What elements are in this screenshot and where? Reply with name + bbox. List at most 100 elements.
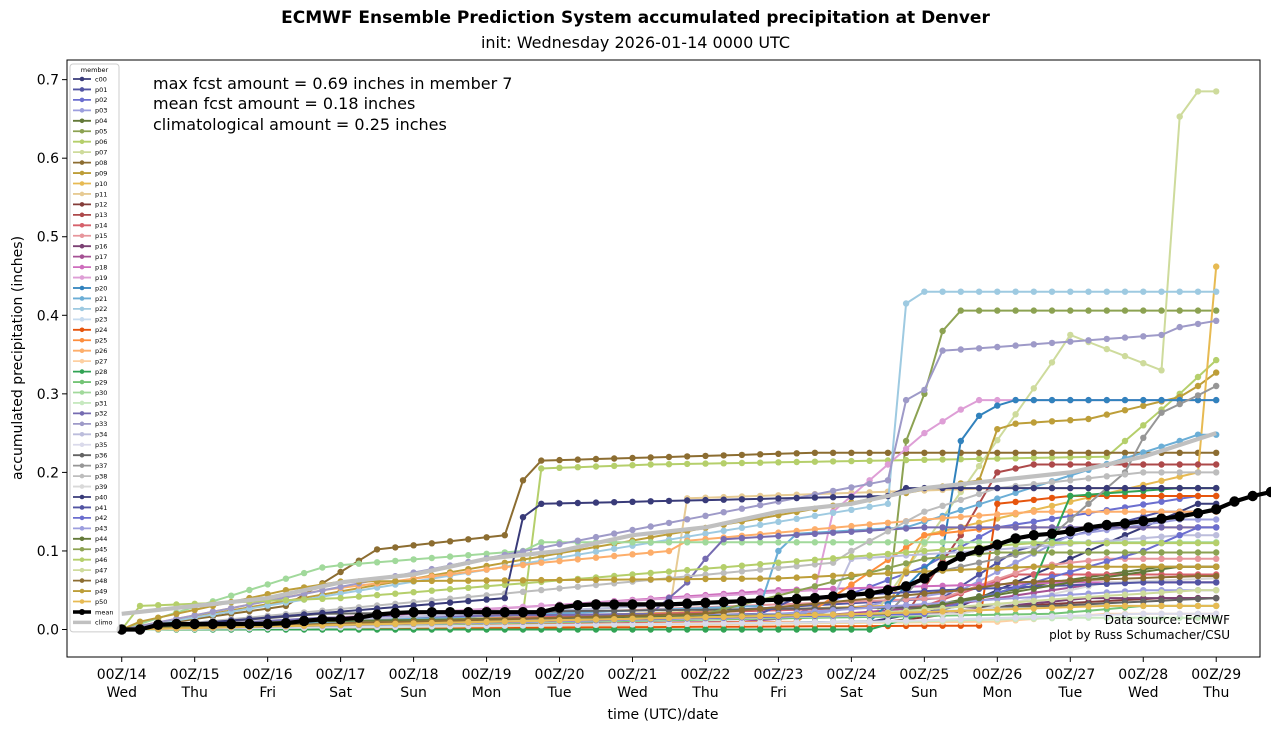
data-point-p22: [1048, 288, 1056, 295]
data-point-p25: [848, 581, 855, 588]
data-point-p44: [1048, 582, 1056, 589]
data-point-p30: [902, 539, 910, 546]
data-point-p20: [1158, 396, 1165, 404]
data-point-p42: [1103, 558, 1111, 565]
data-point-p08: [1213, 449, 1220, 456]
legend-swatch-marker: [79, 108, 85, 113]
data-point-p40: [647, 498, 654, 505]
data-point-p49: [592, 576, 600, 583]
data-point-p45: [1158, 549, 1165, 556]
data-point-p48: [939, 588, 946, 596]
data-point-p48: [1121, 575, 1129, 582]
data-point-p44: [957, 598, 964, 605]
data-point-p06: [702, 460, 709, 467]
data-point-p30: [282, 575, 290, 582]
data-point-p46: [483, 583, 490, 590]
data-point-p30: [337, 561, 344, 569]
data-point-mean: [189, 618, 200, 630]
data-point-p30: [957, 539, 964, 546]
data-point-p49: [191, 606, 198, 614]
data-point-p22: [829, 509, 837, 516]
data-point-p13: [994, 469, 1001, 476]
data-point-p26: [428, 573, 435, 580]
data-point-p06: [757, 459, 764, 466]
data-point-p08: [647, 454, 654, 461]
data-point-p26: [556, 557, 563, 565]
data-point-p30: [465, 552, 472, 559]
x-tick-label-time: 00Z/27: [1045, 667, 1095, 683]
data-point-p07: [1030, 385, 1038, 392]
data-point-mean: [700, 597, 711, 608]
x-tick-label-time: 00Z/14: [97, 667, 147, 683]
data-point-p41: [1103, 580, 1111, 587]
data-point-p50: [501, 618, 508, 625]
data-point-p28: [629, 626, 636, 633]
data-point-p22: [1030, 288, 1038, 295]
data-point-p26: [574, 556, 581, 563]
data-point-p33: [629, 526, 636, 534]
data-point-p09: [1140, 402, 1147, 409]
legend-swatch-marker: [79, 526, 85, 531]
legend-entry-label: p39: [95, 483, 107, 491]
data-point-p06: [665, 461, 673, 468]
data-point-p35: [848, 618, 855, 625]
x-tick-label-time: 00Z/17: [316, 667, 366, 683]
data-point-p38: [574, 583, 581, 590]
data-point-p40: [355, 606, 363, 614]
legend-entry-label: p38: [95, 472, 107, 480]
data-point-p30: [775, 539, 782, 546]
data-point-p44: [994, 591, 1001, 599]
data-point-p30: [373, 559, 381, 566]
data-point-p46: [446, 586, 454, 593]
data-point-p18: [921, 583, 928, 590]
data-point-p33: [921, 386, 928, 394]
data-point-p08: [1085, 449, 1092, 456]
data-point-p50: [611, 616, 618, 623]
data-point-p22: [611, 545, 618, 552]
data-point-p32: [902, 525, 910, 532]
data-point-p38: [592, 581, 600, 589]
data-point-p46: [465, 584, 472, 591]
data-point-p30: [319, 564, 326, 571]
legend-entry-label: p27: [95, 357, 107, 365]
data-point-p06: [1194, 373, 1202, 381]
data-point-p49: [465, 577, 472, 584]
chart-subtitle: init: Wednesday 2026-01-14 0000 UTC: [480, 33, 791, 52]
data-point-p48: [902, 592, 910, 599]
data-point-p48: [1158, 574, 1165, 581]
legend-swatch-marker: [79, 97, 85, 103]
data-point-p22: [884, 500, 892, 507]
legend-entry-label: p50: [95, 598, 107, 606]
data-point-p50: [884, 610, 892, 617]
data-point-p46: [1067, 539, 1074, 547]
data-point-p40: [1213, 484, 1220, 492]
data-point-c00: [1194, 500, 1202, 507]
data-point-p07: [1103, 345, 1111, 353]
series-line-climo: [121, 431, 1217, 616]
x-tick-label-day: Tue: [1057, 685, 1082, 701]
data-point-p33: [902, 396, 910, 404]
legend-entry-label: p35: [95, 441, 107, 449]
data-point-p30: [848, 539, 855, 546]
data-point-p41: [1176, 579, 1183, 586]
data-point-p05: [975, 307, 983, 314]
data-point-p49: [1194, 563, 1202, 570]
legend-swatch-marker: [79, 588, 85, 594]
data-point-p50: [738, 613, 746, 620]
data-point-p45: [939, 554, 946, 561]
data-point-p32: [1030, 524, 1038, 531]
data-point-p35: [1176, 610, 1183, 617]
data-point-p22: [337, 590, 344, 597]
data-point-p38: [1048, 479, 1056, 486]
data-point-p22: [264, 602, 271, 609]
data-point-p49: [1158, 563, 1165, 570]
data-point-p08: [1012, 449, 1019, 456]
data-point-p41: [1194, 579, 1202, 586]
data-point-p32: [757, 533, 764, 541]
data-point-p22: [1012, 288, 1019, 295]
legend-swatch-marker: [79, 390, 85, 395]
data-point-mean: [627, 599, 638, 610]
y-tick-label: 0.0: [37, 623, 59, 639]
data-point-p46: [1085, 539, 1092, 547]
legend-entry-label: p14: [95, 222, 107, 230]
